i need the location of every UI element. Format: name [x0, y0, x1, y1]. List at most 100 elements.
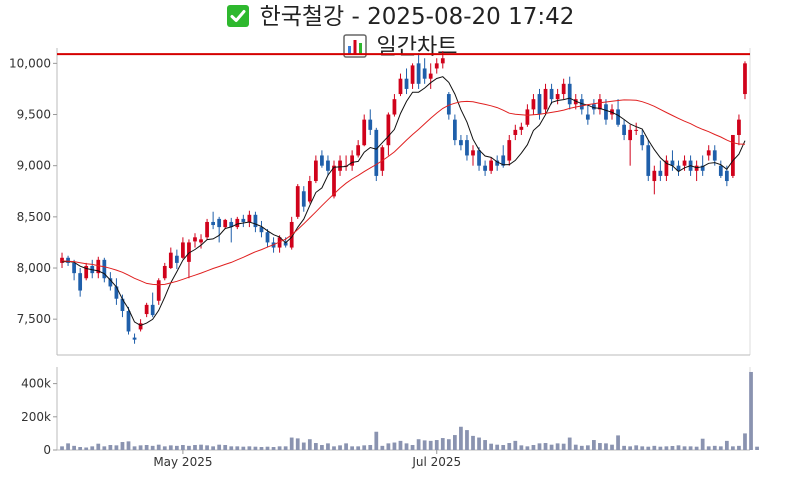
candle-up [598, 99, 602, 110]
volume-bar [477, 437, 481, 450]
candle-down [174, 255, 179, 263]
volume-bar [561, 443, 566, 450]
volume-bar [144, 445, 149, 450]
volume-bar [96, 443, 101, 450]
candle-down [616, 109, 620, 125]
volume-bar [162, 446, 167, 450]
candle-down [567, 83, 572, 105]
candle-up [138, 323, 143, 330]
candle-up [507, 140, 512, 161]
candle-down [78, 273, 83, 291]
candle-down [495, 160, 500, 166]
volume-bar [706, 446, 711, 450]
candle-up [471, 150, 475, 156]
volume-bar [507, 443, 512, 450]
candle-down [126, 310, 131, 332]
volume-bar [392, 442, 397, 450]
candle-up [531, 99, 536, 110]
volume-bar [265, 446, 270, 450]
volume-bar [350, 446, 355, 450]
candle-down [108, 278, 113, 287]
volume-bar [731, 446, 735, 450]
volume-bar [585, 445, 590, 450]
candle-down [320, 155, 324, 166]
candle-down [150, 304, 155, 316]
candle-down [368, 119, 373, 130]
candle-up [162, 265, 167, 279]
candle-down [465, 140, 469, 156]
candle-up [362, 119, 367, 146]
candle-down [592, 104, 596, 110]
volume-bar [724, 440, 729, 450]
candle-up [743, 63, 747, 95]
volume-bar [640, 446, 645, 450]
candle-up [706, 150, 711, 156]
volume-bar [380, 445, 385, 450]
volume-bar [682, 446, 687, 450]
volume-bar [120, 442, 125, 450]
volume-bar [199, 444, 203, 450]
volume-bar [386, 443, 391, 450]
volume-bar [181, 445, 185, 450]
chart-header: 한국철강 - 2025-08-20 17:42 일간차트 [0, 0, 800, 64]
volume-bar [712, 445, 717, 450]
volume-bar [440, 438, 445, 450]
volume-bar [320, 445, 324, 450]
candle-down [446, 94, 451, 115]
candle-down [459, 140, 463, 146]
volume-bar [471, 435, 475, 450]
volume-tick-label: 400k [21, 377, 51, 391]
volume-bar [567, 437, 572, 450]
candle-down [241, 218, 246, 222]
candle-up [380, 147, 385, 171]
volume-bar [459, 426, 463, 450]
candle-up [235, 218, 240, 228]
volume-bar [410, 445, 415, 450]
candle-up [84, 265, 89, 279]
volume-bar [446, 439, 451, 450]
candle-up [682, 160, 687, 166]
candle-down [477, 150, 481, 166]
candle-down [537, 94, 542, 115]
subtitle-row: 일간차트 [0, 34, 800, 66]
candle-up [440, 58, 445, 64]
candle-down [132, 337, 137, 340]
volume-bar [573, 444, 578, 450]
volume-bar [434, 440, 439, 450]
price-tick-label: 9,500 [17, 108, 51, 122]
volume-bar [66, 443, 70, 450]
candle-up [144, 304, 149, 315]
volume-bar [489, 443, 494, 450]
candle-down [374, 129, 379, 176]
volume-bar [513, 440, 518, 450]
volume-bar [174, 445, 179, 450]
candle-up [634, 129, 639, 131]
candle-down [253, 214, 258, 228]
candle-down [676, 165, 681, 171]
candle-down [301, 191, 306, 207]
volume-bar [168, 445, 173, 450]
candle-down [585, 114, 590, 120]
candle-down [422, 68, 427, 79]
candle-up [561, 83, 566, 95]
candle-up [193, 237, 197, 242]
candle-down [483, 165, 487, 171]
volume-bar [465, 430, 469, 450]
candle-up [96, 259, 101, 274]
volume-bar [737, 445, 741, 450]
price-tick-label: 8,500 [17, 210, 51, 224]
chart-title: 한국철강 - 2025-08-20 17:42 [259, 4, 575, 30]
candle-down [326, 160, 330, 171]
volume-bar [72, 445, 76, 450]
volume-bar [60, 446, 64, 450]
candle-down [66, 257, 70, 263]
candle-down [640, 134, 645, 146]
candle-up [156, 280, 161, 301]
candle-up [694, 165, 699, 171]
candle-up [168, 252, 173, 269]
candle-down [283, 242, 288, 246]
volume-bar [253, 446, 258, 450]
volume-bar [271, 447, 276, 450]
volume-bar [187, 445, 191, 450]
candle-up [737, 119, 741, 135]
